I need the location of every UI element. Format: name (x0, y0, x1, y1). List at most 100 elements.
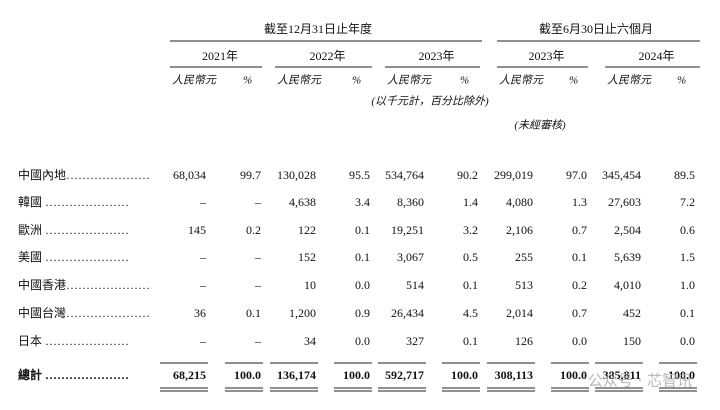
year-header: 2021年 (202, 49, 238, 63)
cell: 26,434 (391, 306, 424, 320)
cell: 5,639 (614, 250, 641, 264)
cell: 3,067 (397, 250, 424, 264)
cell: 100.0 (234, 368, 261, 382)
cell: 0.0 (355, 278, 370, 292)
row-label: 中國香港………………… (18, 277, 150, 292)
cell: 0.2 (572, 278, 587, 292)
sub-header: 人民幣元 (499, 74, 544, 87)
cell: 327 (406, 334, 424, 348)
sub-header: % (243, 75, 252, 87)
cell: 299,019 (494, 168, 533, 182)
cell: – (199, 195, 207, 209)
sub-header: % (460, 75, 469, 87)
cell: – (254, 250, 262, 264)
cell: 152 (298, 250, 316, 264)
cell: 100.0 (668, 368, 695, 382)
cell: – (254, 334, 262, 348)
cell: 513 (515, 278, 533, 292)
cell: 7.2 (680, 195, 695, 209)
cell: 130,028 (277, 168, 316, 182)
cell: 99.7 (240, 168, 261, 182)
sub-header: % (677, 75, 686, 87)
cell: 0.1 (355, 250, 370, 264)
cell: 345,454 (602, 168, 641, 182)
cell: 27,603 (608, 195, 641, 209)
row-label: 中國台灣………………… (18, 305, 150, 320)
cell: 514 (406, 278, 424, 292)
cell: 308,113 (495, 368, 533, 382)
cell: 3.2 (463, 223, 478, 237)
cell: 1,200 (289, 306, 316, 320)
cell: 0.1 (680, 306, 695, 320)
audit-note: (未經審核) (514, 119, 566, 132)
cell: 0.2 (246, 223, 261, 237)
cell: 126 (515, 334, 533, 348)
cell: 0.1 (572, 250, 587, 264)
row-label: 總計 ………………… (18, 367, 129, 382)
year-header: 2022年 (309, 49, 345, 63)
cell: 122 (298, 223, 316, 237)
cell: 1.0 (680, 278, 695, 292)
cell: 145 (188, 223, 206, 237)
cell: 2,106 (506, 223, 533, 237)
cell: 3.4 (355, 195, 370, 209)
sub-header: 人民幣元 (387, 74, 432, 87)
cell: 100.0 (343, 368, 370, 382)
year-header: 2024年 (638, 49, 674, 63)
cell: – (254, 195, 262, 209)
cell: 4.5 (463, 306, 478, 320)
cell: 8,360 (397, 195, 424, 209)
cell: 1.5 (680, 250, 695, 264)
row-label: 美國 ………………… (18, 250, 129, 264)
row-label: 韓國 ………………… (18, 195, 129, 209)
cell: 68,215 (173, 368, 206, 382)
cell: 0.1 (463, 278, 478, 292)
cell: 0.0 (680, 334, 695, 348)
watermark: 公众号 · 芯智讯 (588, 372, 692, 390)
cell: 0.7 (572, 306, 587, 320)
cell: 0.0 (572, 334, 587, 348)
group-header: 截至12月31日止年度 (264, 21, 372, 36)
sub-header: 人民幣元 (277, 74, 322, 87)
year-header: 2023年 (528, 49, 564, 63)
cell: 0.7 (572, 223, 587, 237)
cell: 0.5 (463, 250, 478, 264)
row-label: 中國內地………………… (18, 167, 150, 182)
year-header: 2023年 (418, 49, 454, 63)
cell: 100.0 (560, 368, 587, 382)
cell: 34 (304, 334, 316, 348)
sub-header: 人民幣元 (172, 74, 217, 87)
cell: 385,811 (603, 368, 641, 382)
cell: 4,638 (289, 195, 316, 209)
cell: 0.1 (463, 334, 478, 348)
group-header: 截至6月30日止六個月 (539, 22, 653, 36)
cell: 4,080 (506, 195, 533, 209)
cell: 0.9 (355, 306, 370, 320)
cell: – (254, 278, 262, 292)
cell: 36 (194, 306, 206, 320)
row-label: 日本 ………………… (18, 334, 129, 348)
cell: 136,174 (277, 368, 316, 382)
cell: – (199, 250, 207, 264)
cell: – (199, 334, 207, 348)
cell: 592,717 (385, 368, 424, 382)
cell: 2,504 (614, 223, 641, 237)
row-label: 歐洲 ………………… (18, 222, 129, 237)
cell: 0.1 (355, 223, 370, 237)
cell: 0.1 (246, 306, 261, 320)
cell: 1.4 (463, 195, 478, 209)
cell: 4,010 (614, 278, 641, 292)
cell: 90.2 (457, 168, 478, 182)
cell: 95.5 (349, 168, 370, 182)
cell: – (199, 278, 207, 292)
unit-note: (以千元計，百分比除外) (371, 95, 489, 108)
cell: 97.0 (566, 168, 587, 182)
cell: 10 (304, 278, 316, 292)
cell: 2,014 (506, 306, 533, 320)
sub-header: 人民幣元 (607, 74, 652, 87)
cell: 89.5 (674, 168, 695, 182)
cell: 0.0 (355, 334, 370, 348)
sub-header: % (569, 75, 578, 87)
